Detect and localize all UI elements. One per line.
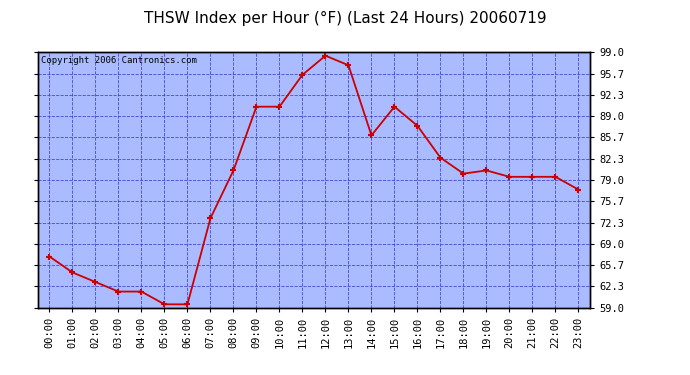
Text: THSW Index per Hour (°F) (Last 24 Hours) 20060719: THSW Index per Hour (°F) (Last 24 Hours)… (144, 11, 546, 26)
Text: Copyright 2006 Cantronics.com: Copyright 2006 Cantronics.com (41, 56, 197, 65)
